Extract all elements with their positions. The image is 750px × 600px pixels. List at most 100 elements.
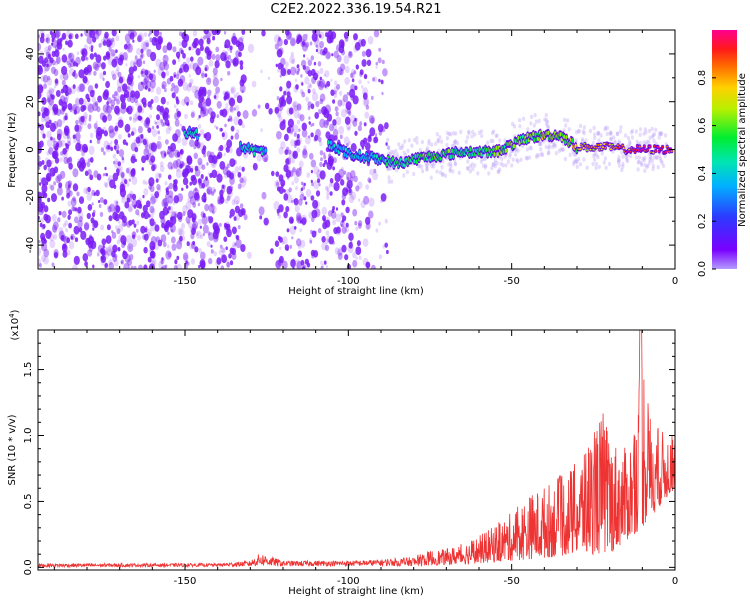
spectrogram-cell xyxy=(46,138,53,148)
spectrogram-cell xyxy=(354,117,357,122)
spectrogram-cell xyxy=(519,157,523,162)
spectrogram-cell xyxy=(172,133,179,142)
spectrogram-cell xyxy=(325,131,331,140)
spectrogram-cell xyxy=(89,30,96,39)
spectrogram-cell xyxy=(328,183,332,188)
spectrogram-cell xyxy=(359,69,364,76)
spectrogram-cell xyxy=(96,251,101,257)
spectrogram-cell xyxy=(486,152,489,157)
spectrogram-cell xyxy=(635,139,639,144)
spectrogram-cell xyxy=(115,201,119,205)
snr-ylabel: SNR (10 * v/v) xyxy=(7,414,18,485)
spectrogram-cell xyxy=(60,88,65,94)
spectrogram-cell xyxy=(149,30,153,35)
spectrogram-cell xyxy=(79,83,86,92)
spectrogram-cell xyxy=(137,105,143,113)
spectrogram-cell xyxy=(60,139,66,147)
spectrogram-cell xyxy=(596,154,600,160)
spectrogram-cell xyxy=(66,158,71,164)
spectrogram-cell xyxy=(309,237,313,243)
spectrogram-cell xyxy=(308,135,311,139)
spectrogram-cell xyxy=(108,259,113,266)
spectrogram-cell xyxy=(418,147,422,153)
spectrogram-cell xyxy=(279,86,283,92)
spectrogram-cell xyxy=(646,163,650,168)
spectrogram-cell xyxy=(45,37,49,43)
spectrogram-cell xyxy=(46,159,52,168)
spectrogram-cell xyxy=(233,94,237,98)
spectrogram-cell xyxy=(74,237,79,242)
spectrogram-cell xyxy=(126,76,133,85)
spectrogram-cell xyxy=(224,123,227,128)
spectrogram-cell xyxy=(57,173,62,182)
spectrogram-cell xyxy=(449,132,453,137)
spectrogram-cell xyxy=(325,51,331,60)
spectrogram-cell xyxy=(47,124,51,128)
spectrogram-cell xyxy=(504,163,508,168)
spectrogram-cell xyxy=(344,77,350,85)
spectrogram-cell xyxy=(196,232,199,237)
spectrogram-cell xyxy=(182,177,189,186)
x-tick-label: -100 xyxy=(337,576,360,587)
spectrogram-cell xyxy=(235,235,240,241)
spectrogram-cell xyxy=(227,118,230,122)
spectrogram-cell xyxy=(105,80,110,89)
spectrogram-cell xyxy=(498,138,502,143)
spectrogram-cell xyxy=(467,129,471,134)
spectrogram-cell xyxy=(342,94,349,103)
spectrogram-cell xyxy=(365,184,369,190)
spectrogram-cell xyxy=(296,212,302,221)
spectrogram-cell xyxy=(652,151,655,154)
spectrogram-cell xyxy=(137,125,143,134)
spectrogram-cell xyxy=(137,75,140,79)
spectrogram-cell xyxy=(59,170,66,179)
spectrogram-cell xyxy=(70,233,75,241)
spectrogram-cell xyxy=(52,150,59,160)
spectrogram-cell xyxy=(194,45,197,49)
spectrogram-cell xyxy=(70,59,74,64)
spectrogram-cell xyxy=(100,256,103,260)
spectrogram-cell xyxy=(279,246,282,251)
spectrogram-cell xyxy=(451,148,454,154)
spectrogram-cell xyxy=(176,166,180,173)
spectrogram-cell xyxy=(38,65,43,75)
spectrogram-cell xyxy=(142,234,147,240)
spectrogram-cell xyxy=(320,157,323,162)
spectrogram-cell xyxy=(348,51,353,59)
spectrogram-cell xyxy=(229,158,236,168)
spectrogram-cell xyxy=(302,65,306,70)
spectrogram-cell xyxy=(47,58,53,67)
spectrogram-cell xyxy=(503,154,507,159)
spectrogram-cell xyxy=(216,257,222,265)
spectrogram-cell xyxy=(203,153,207,158)
spectrogram-cell xyxy=(275,171,280,177)
spectrogram-cell xyxy=(283,211,288,219)
spectrogram-cell xyxy=(42,133,46,139)
spectrogram-cell xyxy=(177,111,181,115)
spectrogram-cell xyxy=(41,242,48,252)
spectrogram-cell xyxy=(235,92,240,99)
spectrogram-cell xyxy=(629,153,633,159)
spectrogram-cell xyxy=(642,140,646,145)
spectrogram-cell xyxy=(167,145,171,150)
spectrogram-cell xyxy=(198,178,202,184)
spectrogram-cell xyxy=(661,146,664,148)
snr-ticks: -150 -100 -50 00.00.51.01.5 xyxy=(23,330,678,587)
spectrogram-cell xyxy=(342,146,345,151)
spectrogram-cell xyxy=(56,128,63,138)
spectrogram-cell xyxy=(319,170,326,180)
spectrogram-cell xyxy=(319,31,325,40)
spectrogram-cell xyxy=(285,30,290,36)
spectrogram-cell xyxy=(222,166,229,176)
spectrogram-cell xyxy=(166,42,173,51)
spectrogram-cell xyxy=(187,196,192,203)
colorbar-gradient xyxy=(712,30,737,269)
spectrogram-cell xyxy=(177,78,184,87)
spectrogram-cell xyxy=(617,139,621,144)
spectrogram-cell xyxy=(491,162,496,168)
spectrogram-cell xyxy=(296,238,302,247)
spectrogram-cell xyxy=(134,146,139,153)
spectrogram-cell xyxy=(592,125,596,131)
spectrogram-cell xyxy=(53,234,58,240)
